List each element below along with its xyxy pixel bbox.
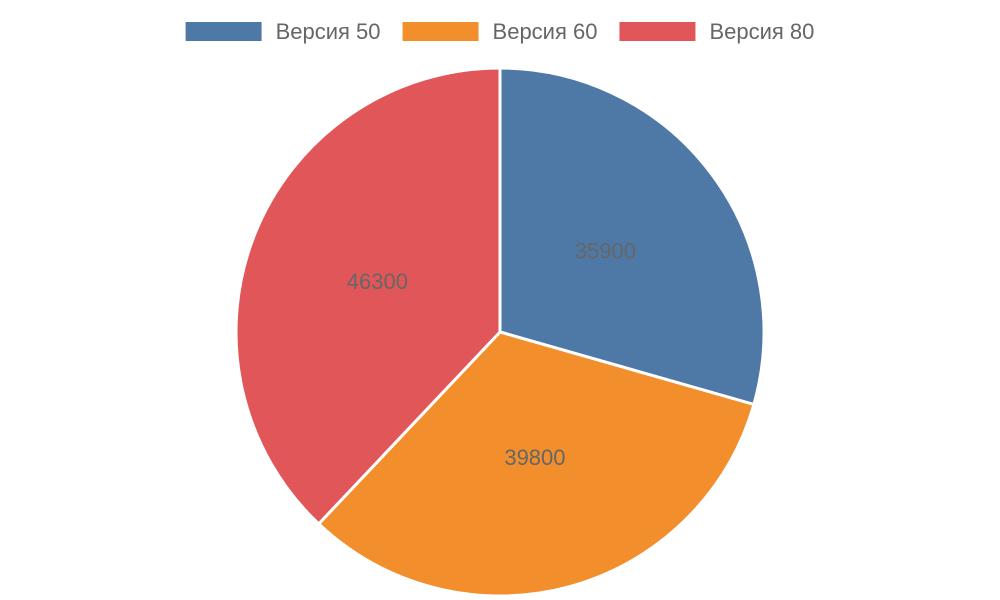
legend-text: Версия 60 [493, 19, 598, 44]
legend-text: Версия 80 [709, 19, 814, 44]
pie-slice [234, 66, 502, 527]
legend-item: Версия 60 [402, 19, 598, 44]
legend-text: Версия 50 [276, 19, 381, 44]
value-label: 35900 [575, 238, 636, 263]
legend-swatch [619, 22, 696, 41]
legend-item: Версия 80 [619, 19, 814, 44]
pie-slice [316, 330, 756, 598]
legend: Версия 50 Версия 60 Версия 80 [185, 19, 814, 44]
legend-item: Версия 50 [185, 19, 381, 44]
legend-swatch [402, 22, 479, 41]
value-label: 39800 [504, 445, 565, 470]
legend-swatch [185, 22, 262, 41]
pie-slice [498, 66, 766, 407]
value-label: 46300 [347, 269, 408, 294]
